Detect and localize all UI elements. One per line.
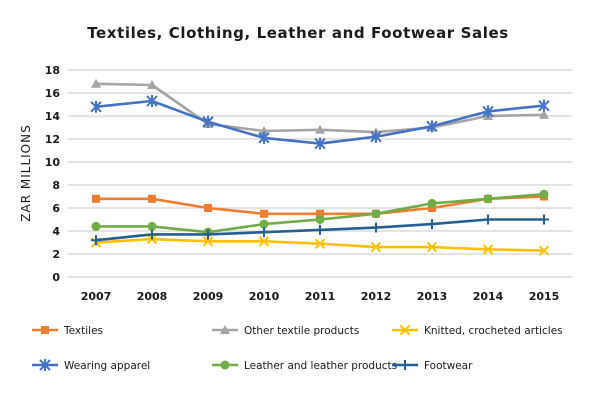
series-line — [95, 99, 545, 145]
legend-item: Textiles — [32, 325, 103, 337]
data-point — [538, 245, 550, 256]
data-point — [426, 241, 438, 253]
data-point — [483, 194, 493, 204]
x-tick-label: 2015 — [529, 290, 560, 303]
legend-item: Leather and leather products — [212, 360, 397, 372]
y-tick-label: 14 — [45, 110, 61, 123]
x-tick-label: 2011 — [305, 290, 336, 303]
data-point — [148, 194, 156, 203]
data-point — [315, 224, 325, 235]
data-point — [260, 209, 268, 218]
data-point — [147, 221, 157, 231]
data-point — [91, 235, 101, 246]
y-tick-label: 4 — [52, 225, 60, 238]
y-tick-label: 18 — [45, 64, 60, 77]
legend-item: Footwear — [392, 360, 473, 372]
series-wearing-apparel — [90, 95, 550, 150]
data-point — [259, 219, 269, 229]
y-axis-ticks: 0 2 4 6 8 10 12 14 16 18 — [45, 64, 61, 284]
series-other-textile-products — [91, 78, 549, 137]
data-point — [91, 221, 101, 231]
data-point — [427, 198, 437, 208]
x-tick-label: 2010 — [249, 290, 280, 303]
legend-marker — [41, 326, 49, 334]
series-knitted-crocheted-articles — [90, 233, 550, 256]
x-tick-label: 2008 — [137, 290, 168, 303]
data-point — [370, 241, 382, 253]
series-textiles — [92, 192, 548, 218]
legend-item: Other textile products — [212, 325, 359, 337]
data-point — [259, 227, 269, 238]
data-point — [91, 78, 101, 88]
data-point — [203, 229, 213, 240]
chart-title: Textiles, Clothing, Leather and Footwear… — [87, 24, 509, 42]
x-tick-label: 2013 — [417, 290, 448, 303]
y-tick-label: 16 — [45, 87, 61, 100]
data-point — [146, 95, 158, 108]
data-point — [202, 236, 214, 247]
series-lines — [90, 78, 550, 256]
data-point — [258, 236, 270, 247]
legend-marker — [399, 324, 411, 336]
data-point — [482, 244, 494, 255]
legend-item: Wearing apparel — [32, 359, 150, 372]
data-point — [202, 115, 214, 128]
legend-marker — [39, 359, 51, 371]
data-point — [483, 214, 493, 225]
data-point — [314, 137, 326, 150]
data-point — [371, 209, 381, 219]
y-tick-label: 2 — [52, 248, 60, 261]
y-tick-label: 12 — [45, 133, 60, 146]
data-point — [147, 79, 157, 89]
data-point — [147, 229, 157, 240]
data-point — [539, 189, 549, 199]
legend-label: Other textile products — [244, 325, 359, 337]
data-point — [427, 219, 437, 230]
legend: Textiles Other textile products Knitted, c… — [32, 324, 563, 372]
data-point — [428, 204, 436, 212]
legend-label: Textiles — [63, 325, 103, 337]
y-tick-label: 10 — [45, 156, 61, 169]
data-point — [316, 209, 324, 218]
y-tick-label: 6 — [52, 202, 60, 215]
legend-label: Wearing apparel — [64, 360, 150, 372]
data-point — [92, 194, 100, 203]
x-tick-label: 2009 — [193, 290, 224, 303]
data-point — [315, 215, 325, 224]
legend-item: Knitted, crocheted articles — [392, 324, 563, 337]
y-tick-label: 8 — [52, 179, 60, 192]
y-tick-label: 0 — [52, 271, 60, 284]
data-point — [314, 238, 326, 249]
data-point — [538, 99, 550, 112]
data-point — [90, 100, 102, 113]
legend-label: Leather and leather products — [244, 360, 397, 372]
data-point — [370, 130, 382, 143]
legend-label: Knitted, crocheted articles — [424, 325, 563, 337]
x-tick-label: 2007 — [81, 290, 112, 303]
legend-marker — [220, 325, 230, 334]
data-point — [539, 109, 549, 119]
data-point — [426, 120, 438, 133]
data-point — [259, 125, 269, 135]
data-point — [371, 222, 381, 233]
x-tick-label: 2012 — [361, 290, 392, 303]
data-point — [315, 124, 325, 134]
x-tick-label: 2014 — [473, 290, 504, 303]
legend-marker — [220, 360, 230, 370]
data-point — [482, 105, 494, 118]
legend-marker — [400, 360, 410, 370]
data-point — [204, 204, 212, 212]
series-footwear — [91, 214, 549, 246]
legend-label: Footwear — [424, 360, 473, 372]
x-axis-ticks: 2007 2008 2009 2010 2011 2012 2013 2014 2015 — [81, 290, 560, 303]
y-axis-label: ZAR MILLIONS — [19, 124, 33, 221]
data-point — [258, 131, 270, 144]
data-point — [539, 214, 549, 225]
